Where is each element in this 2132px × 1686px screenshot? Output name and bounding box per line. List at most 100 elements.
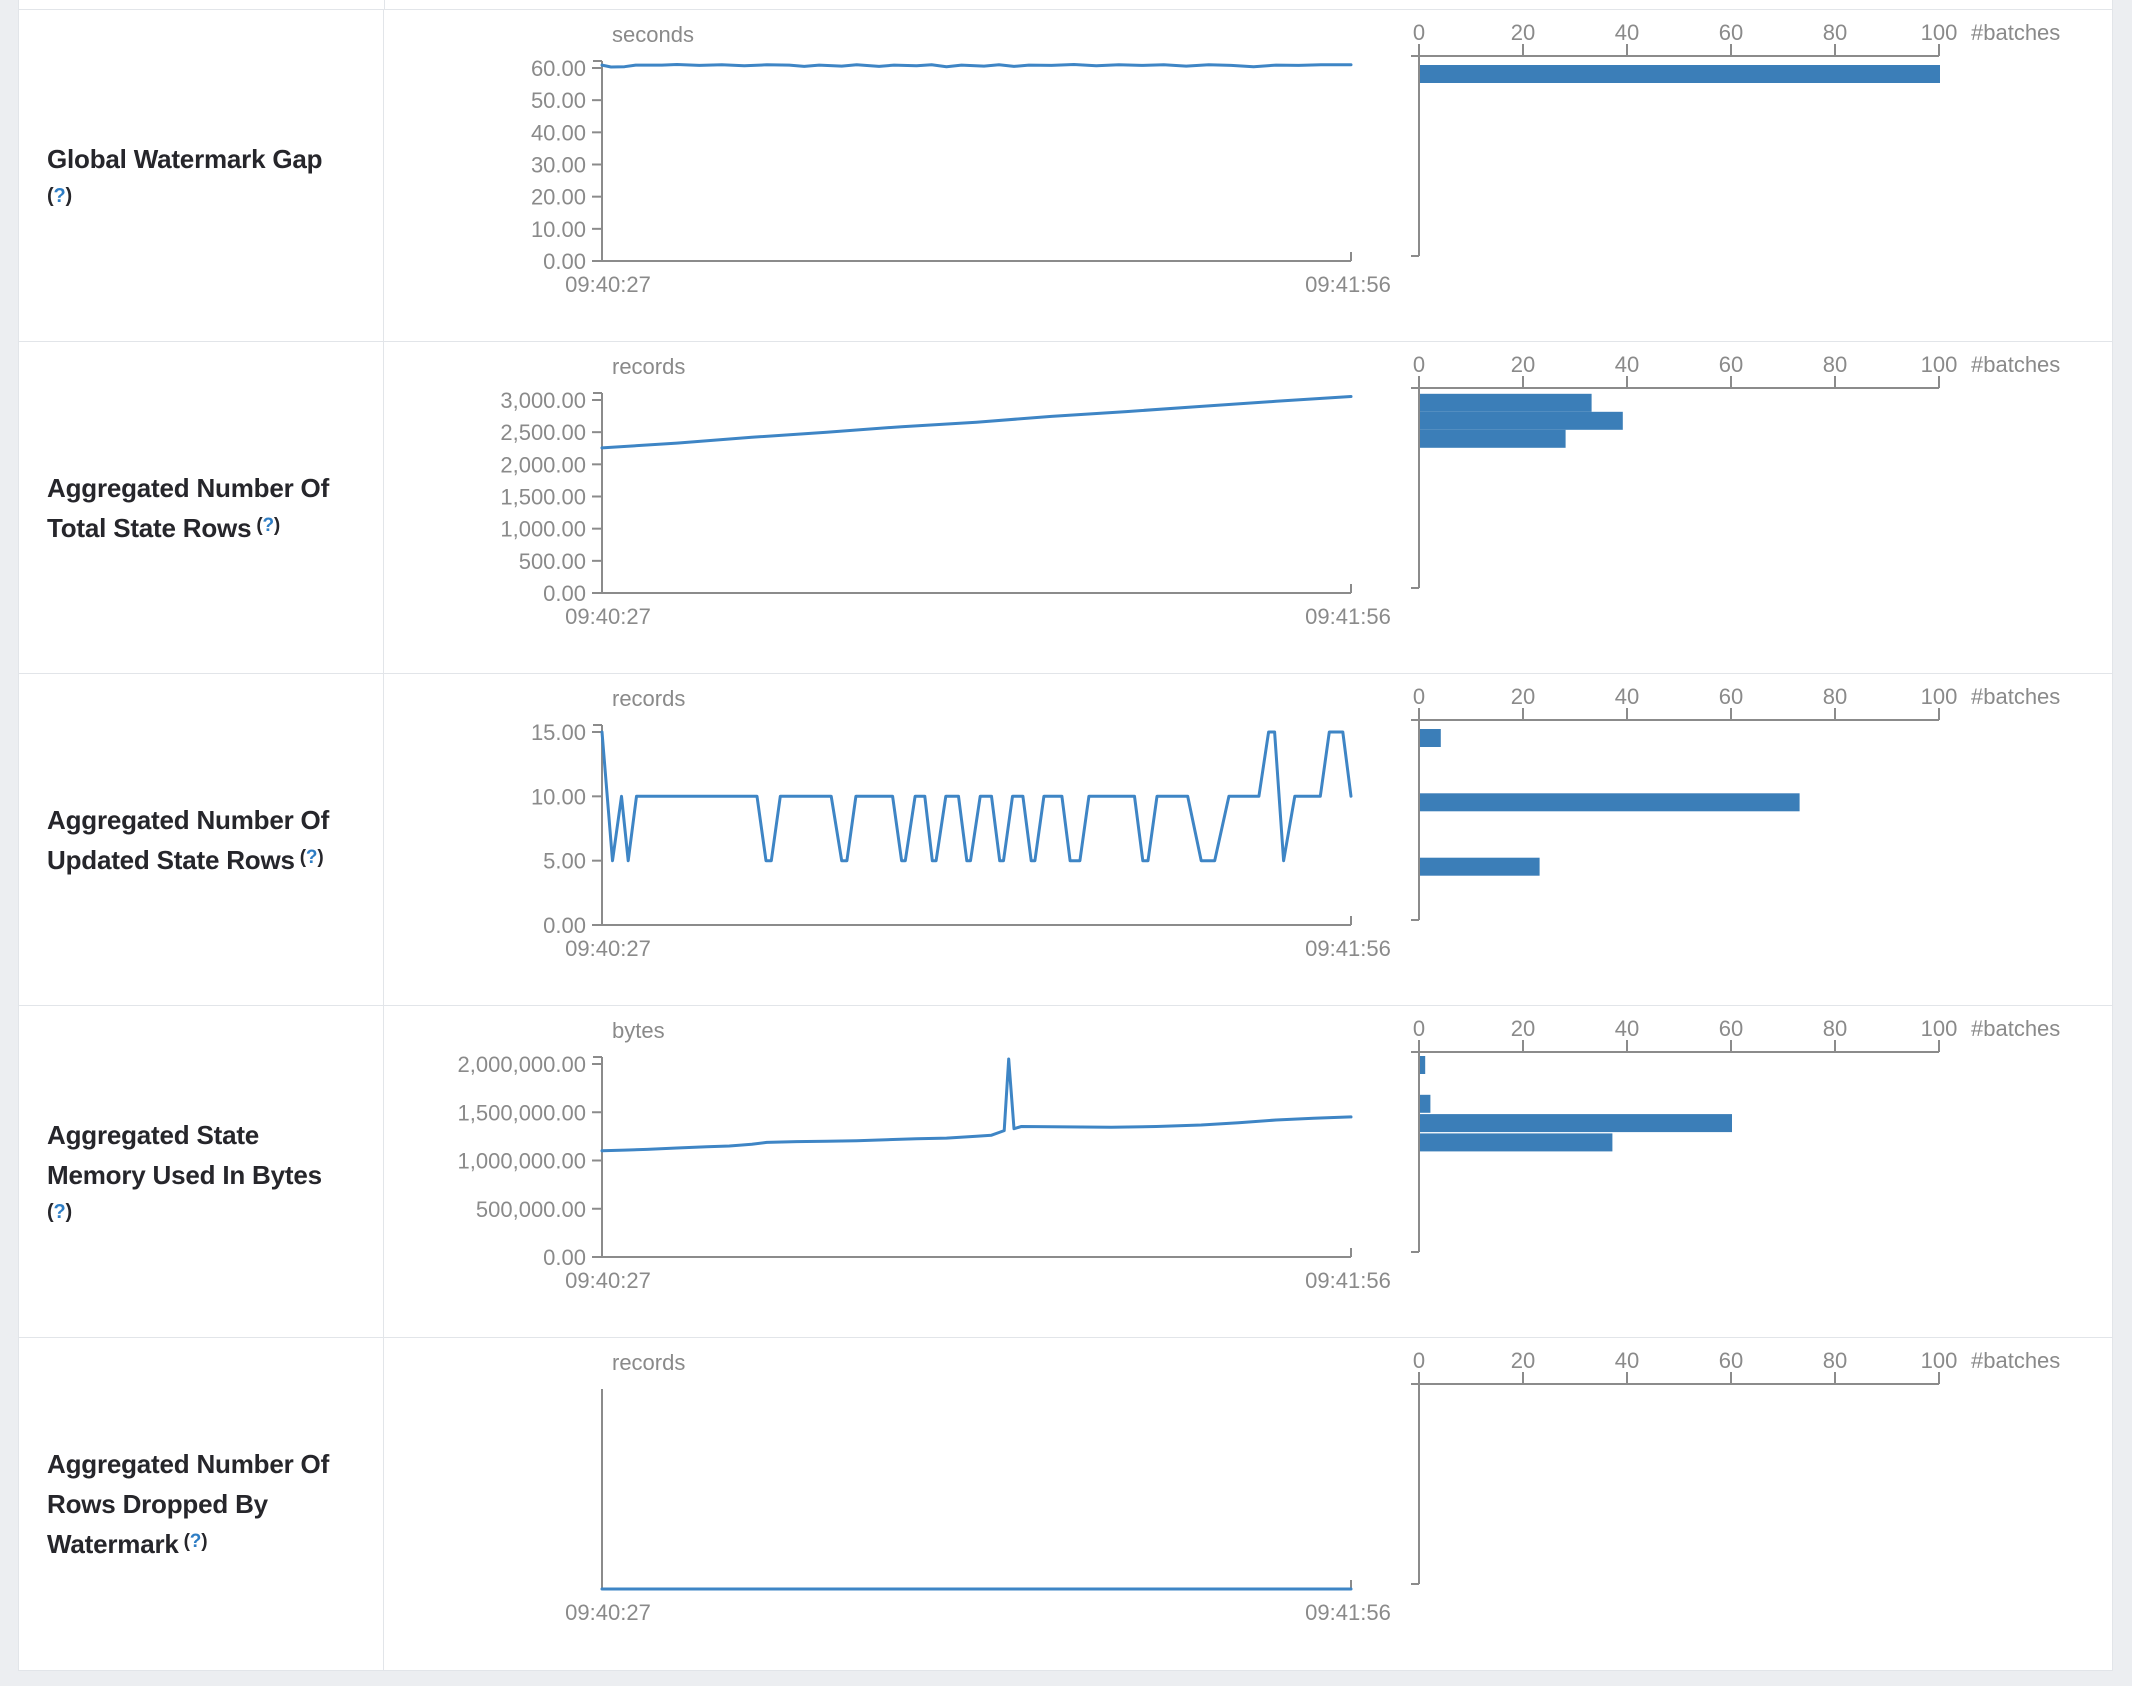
batches-tick-label: 40: [1615, 684, 1639, 709]
previous-row-label-cell: [19, 0, 385, 9]
y-axis-unit-label: bytes: [612, 1018, 665, 1043]
y-tick-label: 2,000.00: [500, 452, 586, 477]
histogram-bar: [1420, 729, 1441, 747]
y-tick-label: 20.00: [531, 185, 586, 210]
question-mark-icon: ?: [189, 1531, 202, 1552]
metric-row-aggregated-total-state-rows: Aggregated Number Of Total State Rows (?) r…: [19, 342, 2112, 674]
metric-label-line: Global Watermark Gap: [47, 139, 373, 179]
timeline-chart: seconds 0.00 10.00 20.00 30.00 40.00 50.00 60.0…: [531, 22, 1391, 297]
metric-label-line: Watermark (?): [47, 1524, 373, 1564]
y-tick-label: 2,000,000.00: [458, 1052, 586, 1077]
timeline-chart: records 09:40:27 09:41:56: [565, 1350, 1391, 1625]
metric-label-text: Aggregated Number Of: [47, 472, 330, 503]
y-tick-label: 500,000.00: [476, 1197, 586, 1222]
metric-label-aggregated-rows-dropped-by-watermark: Aggregated Number Of Rows Dropped By Water…: [19, 1338, 384, 1670]
y-tick-label: 2,500.00: [500, 420, 586, 445]
time-label-end: 09:41:56: [1305, 1268, 1391, 1293]
chart-cell-global-watermark-gap: seconds 0.00 10.00 20.00 30.00 40.00 50.00 60.0…: [384, 10, 2112, 341]
histogram-bar: [1420, 1056, 1426, 1074]
batches-tick-label: 80: [1823, 352, 1847, 377]
time-label-start: 09:40:27: [565, 1600, 651, 1625]
y-tick-label: 0.00: [543, 913, 586, 938]
timeline-series-line: [600, 63, 1353, 69]
charts-aggregated-state-memory-bytes: bytes 0.00 500,000.00 1,000,000.00 1,500,000…: [458, 1016, 2061, 1293]
histogram-chart: 0 20 40 60 80 100 #batches: [1411, 1016, 2060, 1253]
help-paren-close: ): [65, 1200, 73, 1223]
batches-tick-label: 40: [1615, 1348, 1639, 1373]
y-tick-label: 15.00: [531, 720, 586, 745]
charts-aggregated-rows-dropped-by-watermark: records 09:40:27 09:41:56 0 20 40 60 80 100 #batc…: [565, 1348, 2060, 1625]
metric-label-text: Aggregated Number Of: [47, 1449, 330, 1479]
metric-label-text: Global Watermark Gap: [47, 143, 323, 174]
timeline-chart: records 0.00 500.00 1,000.00 1,500.00 2,000.0…: [500, 354, 1390, 629]
help-paren-open: (: [256, 514, 263, 536]
metric-row-aggregated-rows-dropped-by-watermark: Aggregated Number Of Rows Dropped By Water…: [19, 1338, 2112, 1670]
batches-tick-label: 20: [1511, 1348, 1535, 1373]
metric-label-line: Aggregated Number Of: [47, 800, 373, 840]
chart-cell-aggregated-updated-state-rows: records 0.00 5.00 10.00 15.00 09:40:27 09:41:5…: [384, 674, 2112, 1005]
previous-row-remnant: [19, 0, 2112, 10]
batches-tick-label: 40: [1615, 20, 1639, 45]
y-axis-unit-label: records: [612, 354, 685, 379]
batches-tick-label: 40: [1615, 352, 1639, 377]
histogram-bar: [1420, 1114, 1732, 1133]
batches-tick-label: 100: [1921, 1016, 1958, 1041]
batches-tick-label: 20: [1511, 1016, 1535, 1041]
batches-tick-label: 20: [1511, 20, 1535, 45]
time-label-end: 09:41:56: [1305, 1600, 1391, 1625]
metric-label-text: Aggregated State: [47, 1119, 260, 1150]
batches-tick-label: 100: [1921, 352, 1958, 377]
timeline-chart: bytes 0.00 500,000.00 1,000,000.00 1,500,000…: [458, 1018, 1391, 1293]
metric-label-global-watermark-gap: Global Watermark Gap (?): [19, 10, 384, 341]
metric-label-text: Memory Used In Bytes: [47, 1159, 322, 1190]
metric-label-line: Aggregated Number Of: [47, 1444, 373, 1484]
charts-global-watermark-gap: seconds 0.00 10.00 20.00 30.00 40.00 50.00 60.0…: [531, 20, 2060, 297]
metric-label-text: Rows Dropped By: [47, 1489, 268, 1519]
y-tick-label: 50.00: [531, 88, 586, 113]
batches-axis-label: #batches: [1971, 352, 2060, 377]
metric-label-aggregated-updated-state-rows: Aggregated Number Of Updated State Rows (?…: [19, 674, 384, 1005]
help-paren-close: ): [201, 1531, 208, 1552]
batches-tick-label: 80: [1823, 20, 1847, 45]
streaming-metrics-table: Global Watermark Gap (?) seconds 0.00 10.00 2…: [18, 0, 2113, 1671]
charts-aggregated-total-state-rows: records 0.00 500.00 1,000.00 1,500.00 2,000.0…: [500, 352, 2060, 629]
y-tick-label: 0.00: [543, 249, 586, 274]
histogram-bar: [1420, 65, 1940, 83]
y-tick-label: 40.00: [531, 120, 586, 145]
time-label-end: 09:41:56: [1305, 936, 1391, 961]
chart-cell-aggregated-rows-dropped-by-watermark: records 09:40:27 09:41:56 0 20 40 60 80 100 #batc…: [384, 1338, 2112, 1670]
batches-tick-label: 20: [1511, 684, 1535, 709]
help-tooltip-link[interactable]: (?): [47, 1201, 72, 1223]
histogram-chart: 0 20 40 60 80 100 #batches: [1411, 684, 2060, 921]
batches-tick-label: 40: [1615, 1016, 1639, 1041]
batches-axis-label: #batches: [1971, 684, 2060, 709]
y-tick-label: 5.00: [543, 849, 586, 874]
batches-tick-label: 60: [1719, 684, 1743, 709]
charts-aggregated-updated-state-rows: records 0.00 5.00 10.00 15.00 09:40:27 09:41:5…: [531, 684, 2060, 961]
metric-label-line: Memory Used In Bytes: [47, 1155, 373, 1195]
y-axis-unit-label: records: [612, 686, 685, 711]
batches-tick-label: 0: [1413, 352, 1425, 377]
batches-tick-label: 80: [1823, 1348, 1847, 1373]
y-tick-label: 30.00: [531, 153, 586, 178]
time-label-start: 09:40:27: [565, 272, 651, 297]
metric-label-line: Total State Rows (?): [47, 508, 373, 548]
y-tick-label: 10.00: [531, 784, 586, 809]
histogram-bar: [1420, 429, 1566, 448]
time-label-end: 09:41:56: [1305, 604, 1391, 629]
previous-row-chart-cell: [385, 0, 2112, 9]
histogram-bar: [1420, 411, 1623, 430]
batches-tick-label: 100: [1921, 1348, 1958, 1373]
metric-row-aggregated-updated-state-rows: Aggregated Number Of Updated State Rows (?…: [19, 674, 2112, 1006]
help-tooltip-link[interactable]: (?): [256, 515, 280, 536]
help-tooltip-link[interactable]: (?): [47, 185, 72, 207]
histogram-bar: [1420, 793, 1800, 812]
help-tooltip-link[interactable]: (?): [300, 847, 324, 868]
metric-label-line: Rows Dropped By: [47, 1484, 373, 1524]
batches-tick-label: 20: [1511, 352, 1535, 377]
batches-tick-label: 60: [1719, 1016, 1743, 1041]
help-tooltip-link[interactable]: (?): [184, 1531, 208, 1552]
metric-label-text: Watermark: [47, 1529, 179, 1559]
metric-label-line: Aggregated State: [47, 1115, 373, 1155]
batches-tick-label: 80: [1823, 1016, 1847, 1041]
